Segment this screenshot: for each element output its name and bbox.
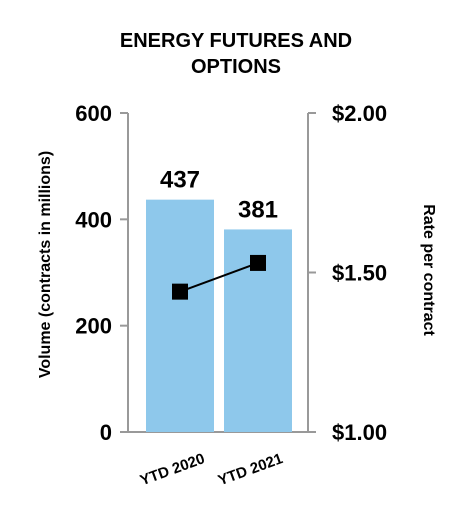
left-tick-label: 0 bbox=[100, 420, 112, 445]
right-tick-label: $1.50 bbox=[332, 261, 387, 286]
category-label: YTD 2020 bbox=[138, 450, 207, 489]
left-tick-label: 200 bbox=[75, 314, 112, 339]
y2-axis-title: Rate per contract bbox=[420, 204, 437, 336]
rate-marker bbox=[250, 254, 266, 271]
chart-title-line-2: OPTIONS bbox=[190, 56, 281, 78]
category-label: YTD 2021 bbox=[216, 450, 285, 489]
rate-marker bbox=[172, 283, 188, 300]
bars-layer bbox=[146, 199, 292, 432]
rate-line bbox=[179, 261, 259, 293]
bar-data-label: 381 bbox=[238, 196, 278, 223]
chart-title-line-1: ENERGY FUTURES AND bbox=[119, 30, 353, 52]
left-tick-label: 400 bbox=[75, 207, 112, 232]
bar-data-label: 437 bbox=[160, 167, 200, 194]
y-axis-title: Volume (contracts in millions) bbox=[37, 151, 54, 378]
rate-line-layer bbox=[172, 254, 266, 300]
left-tick-label: 600 bbox=[75, 101, 112, 126]
chart-title: ENERGY FUTURES AND OPTIONS bbox=[0, 28, 472, 80]
volume-bar bbox=[146, 199, 214, 432]
right-tick-label: $1.00 bbox=[332, 420, 387, 445]
right-tick-label: $2.00 bbox=[332, 101, 387, 126]
